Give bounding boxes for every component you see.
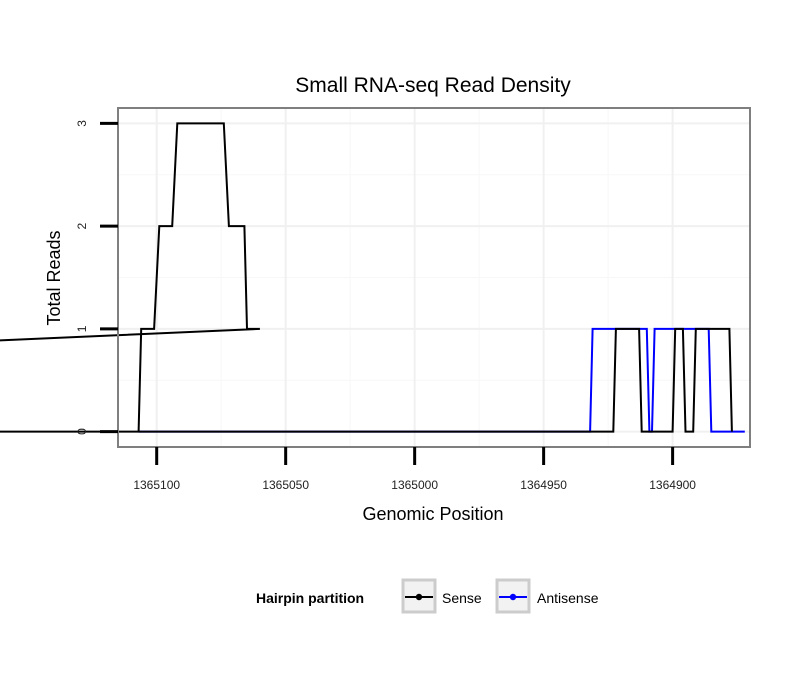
grid-lines	[118, 108, 750, 447]
panel-border	[117, 107, 751, 448]
x-tick-label: 1365050	[262, 478, 309, 492]
legend-label-antisense: Antisense	[537, 590, 599, 606]
legend-dot-sense	[415, 593, 423, 601]
x-tick-label: 1364950	[520, 478, 567, 492]
legend-title: Hairpin partition	[256, 590, 364, 606]
x-tick-label: 1365000	[391, 478, 438, 492]
legend-label-sense: Sense	[442, 590, 482, 606]
x-tick-label: 1365100	[133, 478, 180, 492]
y-axis-title: Total Reads	[44, 230, 64, 325]
series-line-sense	[0, 122, 733, 433]
legend: Hairpin partition Sense Antisense	[256, 578, 599, 614]
chart-title: Small RNA-seq Read Density	[295, 74, 571, 97]
y-tick-label: 2	[75, 222, 89, 229]
x-tick-label: 1364900	[649, 478, 696, 492]
legend-dot-antisense	[509, 593, 517, 601]
axis-ticks: 1365100 1365050 1365000 1364950 1364900 0 1 2 3	[75, 120, 696, 492]
y-tick-label: 0	[75, 428, 89, 435]
x-axis-title: Genomic Position	[362, 504, 503, 524]
y-tick-label: 3	[75, 120, 89, 127]
y-tick-label: 1	[75, 325, 89, 332]
series-lines	[0, 122, 745, 433]
